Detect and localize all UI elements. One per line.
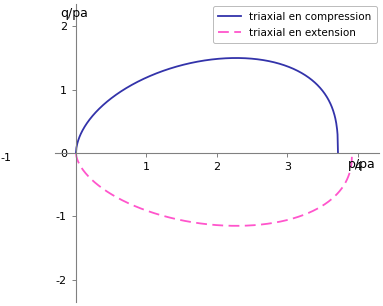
triaxial en extension [259, 223, 263, 226]
triaxial en extension [198, 222, 203, 225]
triaxial en compression [192, 60, 197, 64]
triaxial en extension [145, 209, 149, 213]
triaxial en compression [141, 77, 146, 81]
triaxial en compression [336, 151, 340, 155]
triaxial en extension [234, 224, 238, 228]
triaxial en extension [237, 224, 241, 228]
Text: -1: -1 [0, 153, 11, 163]
triaxial en compression [74, 151, 78, 155]
triaxial en extension [74, 151, 78, 155]
triaxial en compression [120, 89, 124, 92]
Line: triaxial en compression: triaxial en compression [76, 58, 338, 153]
triaxial en extension [350, 151, 354, 155]
triaxial en compression [272, 60, 276, 64]
Text: p/pa: p/pa [347, 158, 375, 171]
triaxial en compression [228, 56, 233, 60]
Line: triaxial en extension: triaxial en extension [76, 153, 352, 226]
Legend: triaxial en compression, triaxial en extension: triaxial en compression, triaxial en ext… [213, 6, 377, 43]
Text: q/pa: q/pa [61, 7, 88, 20]
triaxial en extension [123, 200, 127, 203]
triaxial en compression [234, 56, 238, 60]
triaxial en compression [249, 57, 254, 61]
triaxial en extension [282, 219, 286, 222]
